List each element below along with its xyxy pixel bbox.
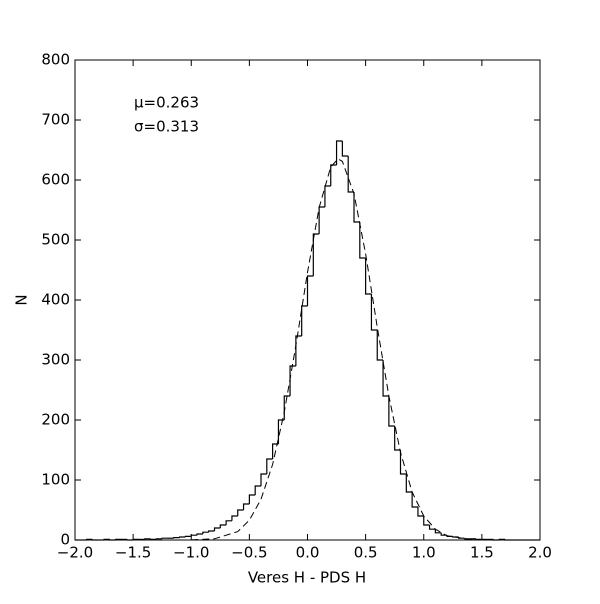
annotation: σ=0.313 [134, 118, 199, 136]
histogram-step [365, 258, 372, 295]
y-tick-label: 300 [41, 351, 70, 369]
y-tick-label: 0 [60, 531, 70, 549]
histogram-step [173, 537, 180, 539]
histogram-step [335, 140, 343, 165]
fit-curve [191, 158, 494, 541]
histogram-step [202, 531, 209, 534]
histogram-step [242, 503, 250, 510]
histogram-step [376, 330, 384, 361]
y-tick-label: 600 [41, 171, 70, 189]
histogram-step [388, 396, 395, 427]
histogram-step [423, 516, 430, 526]
histogram-step [179, 536, 186, 538]
y-tick-label: 400 [41, 291, 70, 309]
x-tick-label: −0.5 [231, 544, 267, 562]
histogram-step [417, 507, 424, 517]
x-tick-label: 1.0 [412, 544, 436, 562]
histogram-step [394, 426, 401, 451]
x-tick-label: 0.5 [354, 544, 378, 562]
histogram-step [405, 474, 413, 493]
histogram-step [399, 450, 407, 475]
y-tick-label: 500 [41, 231, 70, 249]
histogram-step [208, 530, 215, 533]
y-tick-label: 800 [41, 51, 70, 69]
histogram-step [196, 533, 203, 536]
y-tick-label: 700 [41, 111, 70, 129]
x-tick-label: 0.0 [296, 544, 320, 562]
histogram-step [149, 538, 157, 540]
x-tick-label: −1.0 [173, 544, 209, 562]
histogram-step [213, 527, 221, 531]
x-tick-label: −1.5 [115, 544, 151, 562]
histogram-step [382, 360, 389, 397]
x-axis-label: Veres H - PDS H [248, 569, 366, 587]
histogram-step [225, 520, 232, 525]
histogram-step [266, 458, 273, 474]
histogram-step [237, 509, 244, 516]
histogram-step [347, 156, 354, 193]
histogram-step [161, 537, 168, 539]
histogram-step [411, 492, 418, 508]
histogram-step [370, 294, 378, 331]
histogram-step [434, 529, 442, 534]
histogram-step [295, 335, 302, 366]
annotation: μ=0.263 [134, 94, 199, 112]
y-axis-label: N [13, 294, 31, 305]
histogram-step [184, 535, 192, 537]
histogram-step [306, 275, 314, 306]
histogram-step [144, 538, 151, 540]
histogram-step [301, 305, 308, 336]
histogram-step [248, 494, 256, 504]
histogram-step [312, 233, 320, 276]
histogram-step [272, 443, 279, 459]
histogram-step [254, 485, 261, 495]
histogram-step [289, 365, 296, 396]
histogram-step [260, 473, 267, 486]
histogram-step [190, 534, 198, 537]
histogram-step [231, 515, 238, 521]
histogram-step [155, 538, 163, 540]
x-tick-label: 1.5 [470, 544, 494, 562]
y-tick-label: 100 [41, 471, 70, 489]
histogram-step [330, 164, 337, 186]
plot-frame [74, 59, 541, 541]
histogram-step [353, 192, 360, 223]
x-tick-label: 2.0 [528, 544, 552, 562]
histogram-step [341, 141, 349, 157]
histogram-step [428, 525, 436, 530]
y-tick-label: 200 [41, 411, 70, 429]
x-tick-label: −2.0 [57, 544, 93, 562]
histogram-step [359, 222, 366, 259]
histogram-step [219, 524, 227, 528]
